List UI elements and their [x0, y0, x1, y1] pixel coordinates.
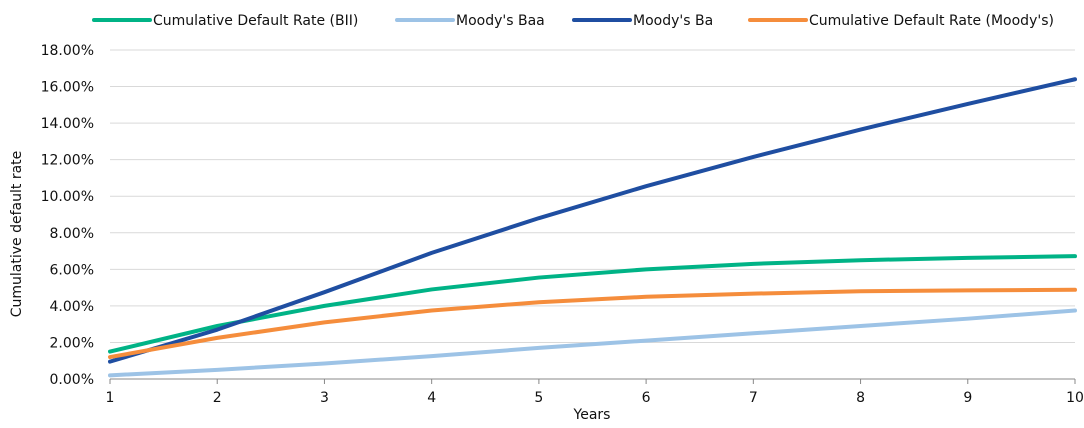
- x-tick-label: 10: [1066, 390, 1084, 406]
- x-tick-label: 4: [427, 390, 436, 406]
- y-tick-label: 14.00%: [41, 116, 94, 132]
- x-tick-label: 8: [856, 390, 865, 406]
- x-tick-labels: 1 2 3 4 5 6 7 8 9 10: [106, 390, 1084, 406]
- axes: [109, 378, 1076, 384]
- y-tick-label: 12.00%: [41, 153, 94, 169]
- series-line-4: [108, 287, 1077, 360]
- x-tick-label: 6: [642, 390, 651, 406]
- legend-label: Cumulative Default Rate (Moody's): [809, 13, 1054, 29]
- x-tick-label: 7: [749, 390, 758, 406]
- x-tick-label: 9: [963, 390, 972, 406]
- y-tick-label: 16.00%: [41, 80, 94, 96]
- x-tick-label: 3: [320, 390, 329, 406]
- series-line-3: [108, 77, 1077, 364]
- series-lines: [108, 77, 1077, 378]
- x-tick-label: 1: [106, 390, 115, 406]
- legend-label: Moody's Baa: [456, 13, 545, 29]
- x-tick-label: 5: [534, 390, 543, 406]
- legend: Cumulative Default Rate (BII) Moody's Baa…: [92, 13, 1054, 29]
- legend-label: Moody's Ba: [633, 13, 713, 29]
- x-tick-label: 2: [213, 390, 222, 406]
- series-line-1: [108, 254, 1077, 354]
- y-tick-label: 0.00%: [50, 372, 94, 388]
- y-tick-label: 8.00%: [50, 226, 94, 242]
- series-line-2: [108, 308, 1077, 378]
- y-tick-label: 2.00%: [50, 335, 94, 351]
- legend-label: Cumulative Default Rate (BII): [153, 13, 358, 29]
- x-axis-label: Years: [573, 407, 611, 423]
- y-tick-label: 4.00%: [50, 299, 94, 315]
- y-axis-label: Cumulative default rate: [9, 151, 25, 318]
- y-tick-label: 18.00%: [41, 43, 94, 59]
- y-tick-labels: 0.00% 2.00% 4.00% 6.00% 8.00% 10.00% 12.00% 14.…: [41, 43, 94, 388]
- y-tick-label: 10.00%: [41, 189, 94, 205]
- y-tick-label: 6.00%: [50, 262, 94, 278]
